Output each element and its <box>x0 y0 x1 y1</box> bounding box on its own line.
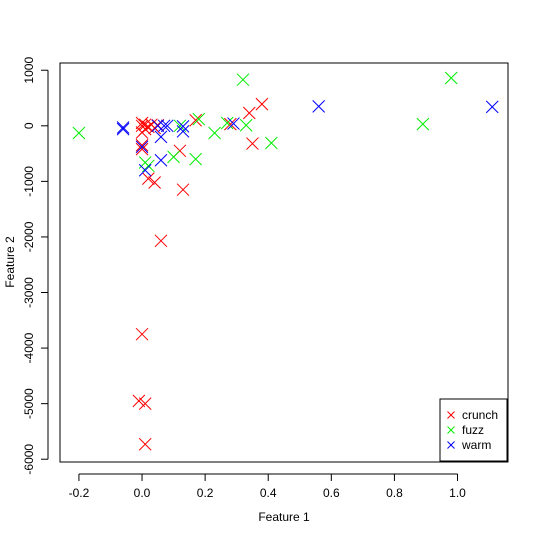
data-point-fuzz <box>141 159 155 173</box>
data-point-warm <box>157 119 171 133</box>
data-point-warm <box>227 117 240 130</box>
data-point-crunch <box>132 394 146 408</box>
data-point-warm <box>160 119 174 133</box>
data-point-fuzz <box>189 152 203 166</box>
data-point-crunch <box>242 106 256 120</box>
data-point-fuzz <box>236 73 250 87</box>
y-tick-label: -3000 <box>22 277 36 308</box>
data-point-fuzz <box>416 117 430 131</box>
y-tick-label: 1000 <box>22 57 36 84</box>
data-point-fuzz <box>239 118 253 132</box>
x-tick-label: 0.2 <box>197 486 214 500</box>
x-tick-label: -0.2 <box>69 486 90 500</box>
data-point-crunch <box>255 97 269 111</box>
y-tick-label: -5000 <box>22 388 36 419</box>
data-point-warm <box>176 119 190 133</box>
x-tick-label: 1.0 <box>449 486 466 500</box>
data-point-fuzz <box>167 150 180 164</box>
data-point-crunch <box>148 176 162 189</box>
legend-marker-fuzz <box>447 426 455 434</box>
data-point-warm <box>154 153 168 167</box>
data-point-crunch <box>138 118 152 132</box>
data-point-crunch <box>138 397 152 411</box>
data-point-fuzz <box>220 116 234 130</box>
data-point-fuzz <box>265 136 278 150</box>
y-axis: -6000 -5000 -4000 -3000 -2000 -1000 0 1000 <box>22 57 49 475</box>
plot-frame <box>59 62 509 463</box>
data-point-warm <box>138 163 152 177</box>
x-axis-title: Feature 1 <box>258 510 310 524</box>
data-point-crunch <box>135 142 149 156</box>
data-point-crunch <box>154 234 168 248</box>
data-point-warm <box>135 140 149 154</box>
y-axis-title: Feature 2 <box>3 236 17 288</box>
legend-marker-warm <box>447 441 455 449</box>
data-point-warm <box>154 130 168 144</box>
data-point-crunch <box>141 172 155 185</box>
x-tick-label: 0.4 <box>260 486 277 500</box>
x-tick-label: 0.0 <box>134 486 151 500</box>
data-point-crunch <box>138 122 152 136</box>
legend-marker-crunch <box>447 411 455 419</box>
x-axis: -0.2 0.0 0.2 0.4 0.6 0.8 1.0 <box>69 473 466 500</box>
data-point-fuzz <box>192 112 206 126</box>
data-point-fuzz <box>208 126 221 140</box>
data-point-fuzz <box>72 126 86 140</box>
data-point-warm <box>116 121 130 134</box>
y-tick-label: -1000 <box>22 166 36 197</box>
data-point-warm <box>151 119 165 133</box>
legend-label-fuzz: fuzz <box>462 423 484 437</box>
legend-label-crunch: crunch <box>462 408 498 422</box>
data-points <box>72 71 499 451</box>
data-point-warm <box>485 100 499 114</box>
x-tick-label: 0.8 <box>386 486 403 500</box>
data-point-crunch <box>138 437 152 451</box>
y-tick-label: -6000 <box>22 444 36 475</box>
data-point-crunch <box>224 117 237 131</box>
x-tick-label: 0.6 <box>323 486 340 500</box>
data-point-fuzz <box>444 71 458 85</box>
data-point-warm <box>176 124 190 138</box>
data-point-crunch <box>189 113 203 127</box>
data-point-crunch <box>176 183 190 197</box>
data-point-warm <box>116 122 130 136</box>
y-tick-label: 0 <box>22 122 36 129</box>
legend-label-warm: warm <box>461 438 491 452</box>
y-tick-label: -2000 <box>22 221 36 252</box>
data-point-crunch <box>135 327 149 341</box>
data-point-fuzz <box>173 119 187 133</box>
y-tick-label: -4000 <box>22 332 36 363</box>
data-point-warm <box>312 99 326 113</box>
data-point-crunch <box>246 137 259 150</box>
data-point-crunch <box>135 138 149 152</box>
